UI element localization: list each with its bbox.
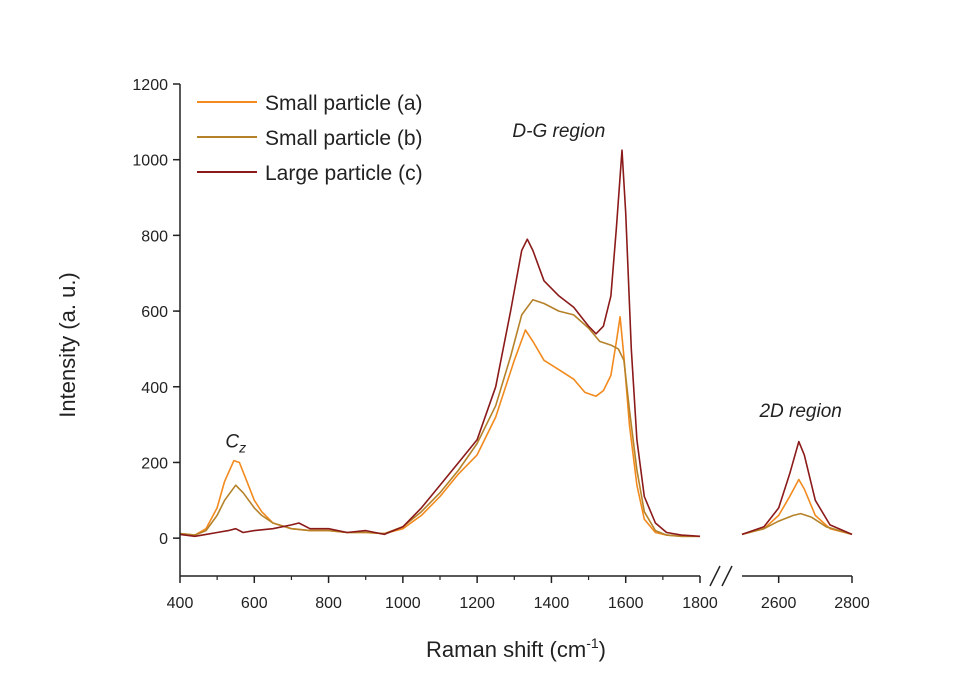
axis-break-mark-1 [709,565,721,587]
x-tick-label-1000: 1000 [385,595,421,612]
annotations: Cz D-G region 2D region [225,121,842,455]
tick-labels: 0 200 400 600 800 1000 1200 400 600 800 1000 1200 14… [132,77,869,612]
axes [173,83,853,587]
series-line-3-segment-2 [741,440,853,536]
x-tick-label-400: 400 [167,595,194,612]
y-tick-label-800: 800 [141,228,168,245]
x-tick-label-1200: 1200 [459,595,495,612]
series-line-3-segment-1 [179,149,701,538]
series-line-1-segment-1 [179,315,700,538]
legend: Small particle (a) Small particle (b) Larg… [197,92,423,185]
legend-label-3: Large particle (c) [265,162,423,185]
y-tick-label-600: 600 [141,304,168,321]
x-tick-label-1600: 1600 [608,595,644,612]
y-tick-label-1000: 1000 [132,153,168,170]
y-tick-label-1200: 1200 [132,77,168,94]
x-tick-label-1800: 1800 [682,595,718,612]
y-tick-label-200: 200 [141,455,168,472]
x-tick-label-1400: 1400 [534,595,570,612]
series-line-1-segment-2 [741,478,853,536]
series-line-2-segment-1 [179,298,700,538]
y-axis-title: Intensity (a. u.) [55,272,80,418]
plot-area [179,149,853,538]
x-tick-label-2600: 2600 [761,595,797,612]
x-tick-label-800: 800 [315,595,342,612]
annotation-2: D-G region [512,121,605,142]
x-axis-title-suffix: ) [599,637,606,662]
legend-label-2: Small particle (b) [265,127,423,150]
axis-break-mark-2 [721,565,733,587]
x-axis-title-main: Raman shift (cm [426,637,586,662]
y-tick-label-400: 400 [141,380,168,397]
annotation-1: Cz [225,431,246,455]
x-tick-label-600: 600 [241,595,268,612]
x-axis-title-superscript: -1 [586,635,599,651]
x-tick-label-2800: 2800 [834,595,870,612]
legend-label-1: Small particle (a) [265,92,423,115]
y-tick-label-0: 0 [159,531,168,548]
series-line-2-segment-2 [741,512,853,536]
annotation-3: 2D region [758,401,841,422]
x-axis-title: Raman shift (cm-1) [426,635,606,662]
annotation-1-subscript: z [238,439,246,455]
